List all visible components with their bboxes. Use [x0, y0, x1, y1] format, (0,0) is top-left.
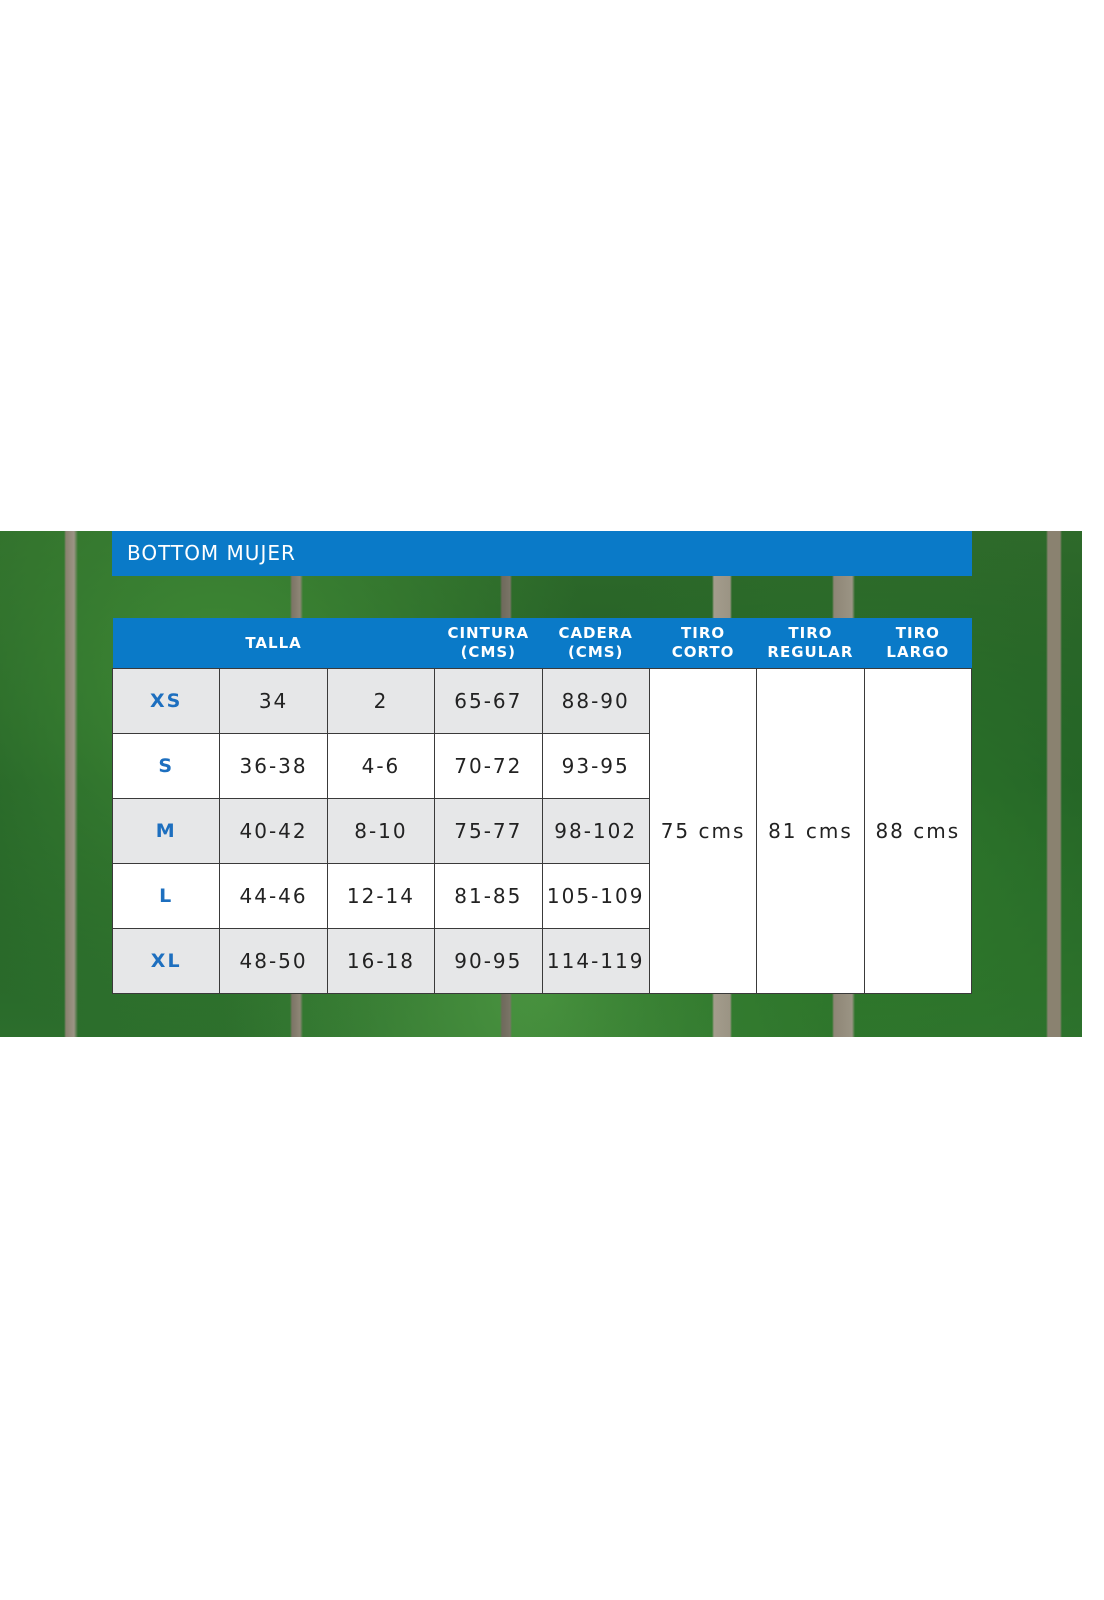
eu-size-cell: 36-38 [219, 733, 328, 799]
us-size-cell: 12-14 [326, 863, 436, 929]
cadera-cell: 105-109 [541, 863, 650, 929]
eu-size-cell: 48-50 [219, 928, 328, 994]
table-row: M 40-42 8-10 75-77 98-102 [111, 798, 972, 864]
header-tiro-corto-line1: TIRO [681, 624, 726, 642]
size-cell: XS [111, 668, 221, 734]
header-talla: TALLA [219, 618, 328, 669]
table-row: S 36-38 4-6 70-72 93-95 [111, 733, 972, 799]
header-tiro-largo-line1: TIRO [895, 624, 940, 642]
table-row: XS 34 2 65-67 88-90 75 cms 81 cms 88 cms [111, 668, 973, 994]
table-row: XL 48-50 16-18 90-95 114-119 [111, 928, 972, 994]
header-cadera: CADERA (CMS) [542, 618, 650, 669]
cadera-cell: 114-119 [541, 928, 650, 994]
header-tiro-largo-line2: LARGO [886, 643, 950, 661]
cintura-cell: 75-77 [434, 798, 543, 864]
us-size-cell: 4-6 [326, 733, 436, 799]
cintura-cell: 70-72 [434, 733, 543, 799]
tiro-regular-cell: 81 cms [756, 668, 865, 994]
size-cell: M [111, 798, 221, 864]
header-tiro-largo: TIRO LARGO [864, 618, 972, 669]
tiro-corto-cell: 75 cms [648, 668, 758, 994]
table-row: L 44-46 12-14 81-85 105-109 [111, 863, 972, 929]
header-blank [112, 618, 220, 669]
us-size-cell: 2 [326, 668, 436, 734]
header-row: TALLA CINTURA (CMS) CADERA (CMS) TIRO CORTO… [112, 618, 972, 669]
us-size-cell: 8-10 [326, 798, 436, 864]
size-table: TALLA CINTURA (CMS) CADERA (CMS) TIRO CORTO… [111, 618, 973, 994]
header-cintura-line1: CINTURA [447, 624, 530, 642]
cadera-cell: 88-90 [541, 668, 650, 734]
us-size-cell: 16-18 [326, 928, 436, 994]
cintura-cell: 81-85 [434, 863, 543, 929]
header-tiro-regular: TIRO REGULAR [756, 618, 865, 669]
header-cadera-line2: (CMS) [567, 643, 624, 661]
header-tiro-corto-line2: CORTO [671, 643, 735, 661]
size-cell: S [111, 733, 221, 799]
cadera-cell: 98-102 [541, 798, 650, 864]
eu-size-cell: 40-42 [219, 798, 328, 864]
header-cintura: CINTURA (CMS) [434, 618, 542, 669]
size-cell: L [111, 863, 221, 929]
size-cell: XL [111, 928, 221, 994]
chart-title: BOTTOM MUJER [112, 531, 972, 576]
header-cadera-line1: CADERA [558, 624, 633, 642]
tiro-largo-cell: 88 cms [863, 668, 973, 994]
header-tiro-corto: TIRO CORTO [649, 618, 757, 669]
cintura-cell: 90-95 [434, 928, 543, 994]
cintura-cell: 65-67 [434, 668, 543, 734]
header-cintura-line2: (CMS) [460, 643, 517, 661]
header-tiro-regular-line2: REGULAR [767, 643, 854, 661]
header-blank-2 [327, 618, 435, 669]
header-tiro-regular-line1: TIRO [788, 624, 833, 642]
cadera-cell: 93-95 [541, 733, 650, 799]
eu-size-cell: 44-46 [219, 863, 328, 929]
eu-size-cell: 34 [219, 668, 328, 734]
